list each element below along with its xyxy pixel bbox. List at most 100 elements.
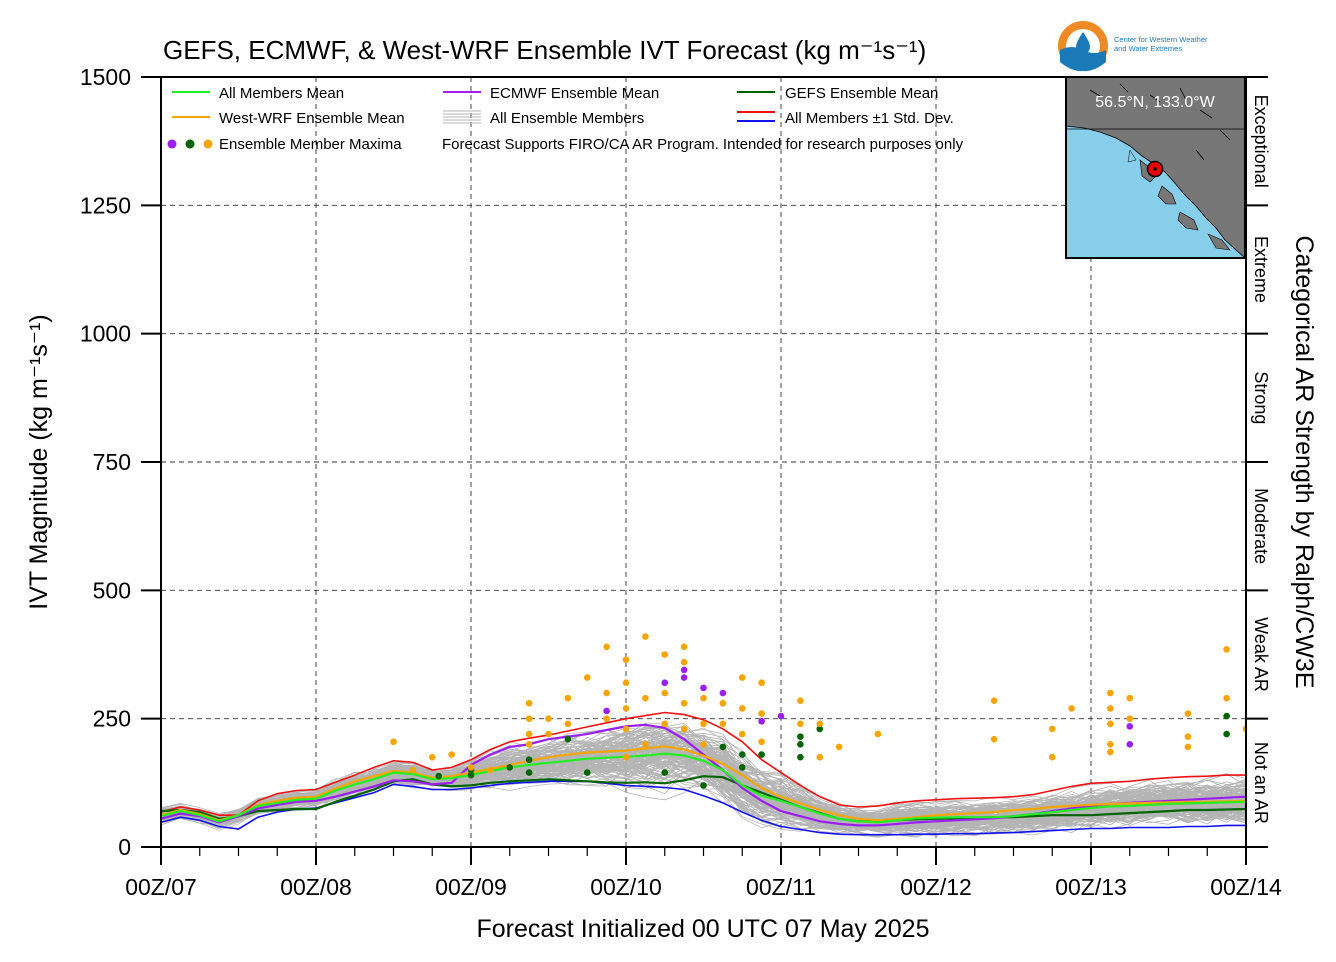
maxima-point-ecmwf <box>719 689 727 697</box>
maxima-point-west-wrf <box>545 715 552 722</box>
maxima-point-west-wrf <box>583 674 591 681</box>
ar-category-axis: Not an AR Weak AR Moderate Strong Extreme Exc… <box>1245 76 1271 848</box>
maxima-point-west-wrf <box>661 689 669 697</box>
maxima-point-west-wrf <box>1048 725 1056 733</box>
maxima-point-gefs <box>816 725 824 733</box>
maxima-point-west-wrf <box>487 766 494 774</box>
maxima-point-west-wrf <box>874 730 882 738</box>
maxima-point-gefs <box>506 764 514 771</box>
series-line-std-upper <box>161 711 1246 817</box>
maxima-point-west-wrf <box>622 679 630 687</box>
legend-west-wrf: West-WRF Ensemble Mean <box>219 110 405 127</box>
maxima-point-west-wrf <box>700 720 707 728</box>
y-tick-label: 1250 <box>80 192 131 218</box>
maxima-point-gefs <box>525 756 533 764</box>
cw3e-logo: Center for Western Weather and Water Ext… <box>1058 21 1208 72</box>
y-tick-label: 750 <box>93 449 131 475</box>
y-tick-label: 1000 <box>80 321 131 347</box>
x-tick-label: 00Z/11 <box>746 874 816 900</box>
maxima-point-west-wrf <box>1107 689 1114 697</box>
series-line-gefs <box>161 775 1246 823</box>
maxima-point-west-wrf <box>642 741 649 748</box>
maxima-point-west-wrf <box>738 730 746 738</box>
maxima-point-west-wrf <box>622 656 630 663</box>
x-tick-label: 00Z/12 <box>900 874 972 900</box>
maxima-point-west-wrf <box>603 643 610 651</box>
maxima-point-west-wrf <box>738 674 746 681</box>
maxima-point-west-wrf <box>680 725 688 733</box>
y-axis-label: IVT Magnitude (kg m⁻¹s⁻¹) <box>25 314 53 609</box>
maxima-point-west-wrf <box>680 643 688 651</box>
maxima-point-west-wrf <box>990 697 998 704</box>
maxima-point-west-wrf <box>1068 705 1075 712</box>
maxima-point-west-wrf <box>680 658 688 666</box>
maxima-point-west-wrf <box>816 753 824 761</box>
x-tick-label: 00Z/07 <box>125 874 197 900</box>
maxima-point-gefs <box>738 751 746 758</box>
series-line-std-lower <box>161 780 1246 836</box>
maxima-point-gefs <box>797 741 804 748</box>
maxima-point-west-wrf <box>700 741 707 748</box>
maxima-point-west-wrf <box>1107 705 1114 712</box>
maxima-point-west-wrf <box>564 720 572 728</box>
maxima-point-west-wrf <box>797 720 804 728</box>
maxima-point-west-wrf <box>428 753 436 761</box>
maxima-point-west-wrf <box>1184 733 1192 740</box>
grid <box>161 77 1246 847</box>
x-axis: 00Z/07 00Z/08 00Z/09 00Z/10 00Z/11 00Z/12 00Z/… <box>125 847 1282 900</box>
maxima-point-west-wrf <box>1223 694 1230 702</box>
logo-wave-icon <box>1060 47 1106 72</box>
maxima-point-west-wrf <box>642 694 649 702</box>
maxima-point-west-wrf <box>409 766 417 774</box>
y-tick-label: 0 <box>118 834 131 860</box>
maxima-point-west-wrf <box>622 753 630 761</box>
maxima-point-ecmwf <box>603 707 610 715</box>
maxima-point-west-wrf <box>622 725 630 733</box>
maxima-point-west-wrf <box>642 633 649 640</box>
maxima-point-west-wrf <box>680 699 688 707</box>
maxima-point-west-wrf <box>797 697 804 704</box>
maxima-point-west-wrf <box>1107 748 1114 756</box>
maxima-point-west-wrf <box>661 720 669 728</box>
mean-lines <box>161 711 1246 836</box>
maxima-point-west-wrf <box>448 751 455 758</box>
maxima-point-west-wrf <box>758 710 765 717</box>
ensemble-member-line <box>161 743 1246 826</box>
maxima-point-ecmwf <box>680 666 688 674</box>
maxima-point-west-wrf <box>545 730 552 738</box>
maxima-point-west-wrf <box>719 720 727 728</box>
y-tick-label: 250 <box>93 706 131 732</box>
category-label: Moderate <box>1251 488 1271 564</box>
x-axis-label: Forecast Initialized 00 UTC 07 May 2025 <box>477 915 930 943</box>
legend-std: All Members ±1 Std. Dev. <box>785 110 954 127</box>
y-tick-label: 500 <box>93 577 131 603</box>
maxima-point-gefs <box>661 769 669 776</box>
maxima-point-west-wrf <box>390 738 397 746</box>
maxima-point-gefs <box>525 769 533 776</box>
maxima-point-west-wrf <box>1107 720 1114 728</box>
maxima-point-west-wrf <box>816 720 824 728</box>
maxima-point-west-wrf <box>564 694 572 702</box>
legend-maxima: Ensemble Member Maxima <box>219 136 402 153</box>
legend-ecmwf: ECMWF Ensemble Mean <box>490 85 659 102</box>
x-tick-label: 00Z/13 <box>1055 874 1127 900</box>
legend: All Members Mean ECMWF Ensemble Mean GEF… <box>167 85 964 153</box>
maxima-point-west-wrf <box>1126 694 1134 702</box>
maxima-point-gefs <box>797 753 804 761</box>
maxima-point-ecmwf <box>1126 741 1134 748</box>
y-tick-label: 1500 <box>80 64 131 90</box>
maxima-point-gefs <box>467 771 475 779</box>
maxima-point-west-wrf <box>467 764 475 771</box>
maxima-point-ecmwf <box>700 684 707 692</box>
maxima-point-west-wrf <box>990 735 998 743</box>
maxima-point-west-wrf <box>719 699 727 707</box>
category-label: Weak AR <box>1251 617 1271 692</box>
maxima-point-west-wrf <box>1184 743 1192 751</box>
ensemble-member-line <box>161 744 1246 823</box>
maxima-point-gefs <box>738 764 746 771</box>
maxima-point-ecmwf <box>680 674 688 681</box>
right-axis-label: Categorical AR Strength by Ralph/CW3E <box>1290 236 1318 689</box>
x-tick-label: 00Z/09 <box>435 874 507 900</box>
x-tick-label: 00Z/14 <box>1210 874 1282 900</box>
